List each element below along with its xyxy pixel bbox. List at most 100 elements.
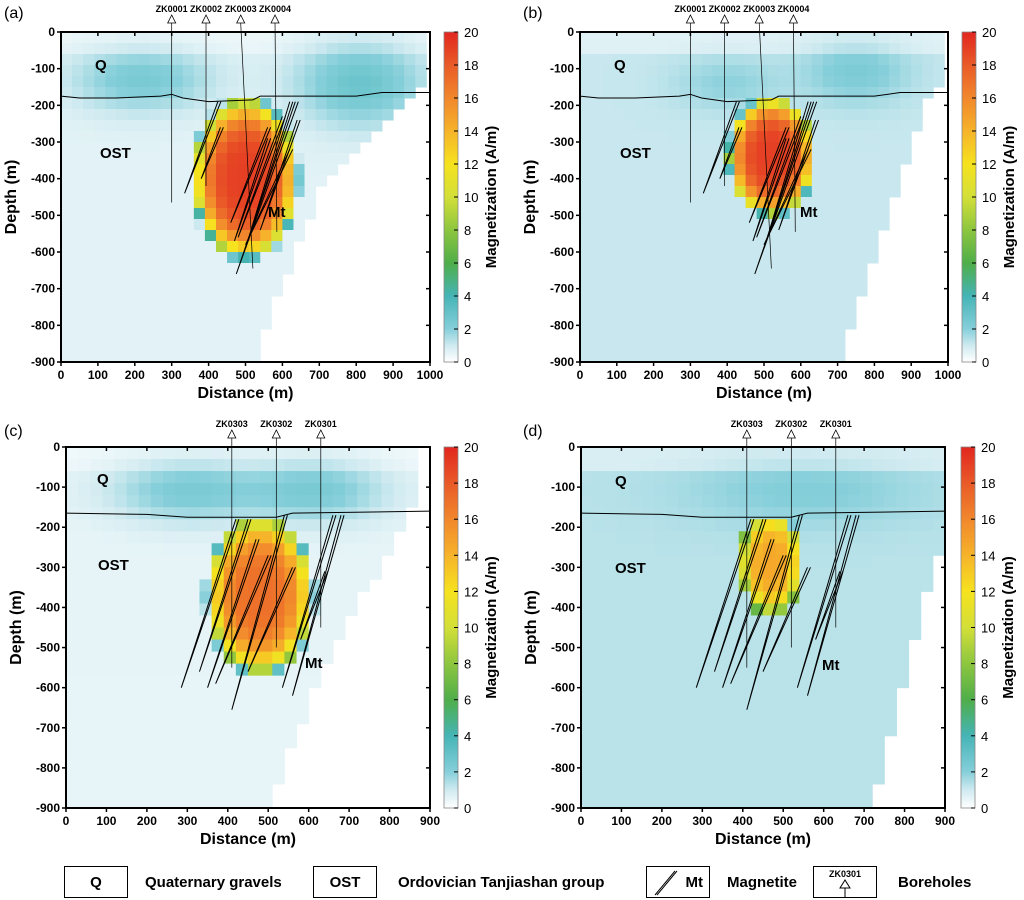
heatmap-cell (908, 495, 922, 508)
heatmap-cell (714, 531, 728, 544)
heatmap-cell (833, 186, 846, 198)
heatmap-cell (734, 340, 747, 352)
heatmap-cell (591, 296, 603, 308)
heatmap-cell (745, 241, 758, 253)
heatmap-cell (114, 459, 128, 472)
magnetite-lens (235, 101, 299, 275)
heatmap-cell (602, 43, 614, 55)
heatmap-cell (789, 32, 802, 44)
heatmap-cell (359, 87, 372, 99)
heatmap-cell (745, 219, 758, 231)
heatmap-cell (822, 230, 835, 242)
heatmap-cell (160, 230, 173, 242)
heatmap-cell (745, 230, 758, 242)
heatmap-cell (215, 164, 228, 176)
heatmap-cell (702, 675, 715, 689)
heatmap-cell (238, 142, 250, 154)
heatmap-cell (745, 307, 758, 319)
heatmap-cell (150, 723, 164, 737)
heatmap-cell (393, 471, 407, 484)
heatmap-cell (734, 351, 747, 363)
heatmap-cell (83, 54, 95, 66)
heatmap-cell (66, 687, 79, 701)
heatmap-cell (393, 447, 407, 460)
heatmap-cell (163, 543, 176, 556)
heatmap-cell (116, 252, 128, 264)
heatmap-cell (690, 603, 703, 616)
heatmap-cell (679, 230, 691, 242)
heatmap-cell (78, 783, 91, 797)
heatmap-cell (72, 307, 84, 319)
heatmap-cell (326, 54, 339, 66)
heatmap-cell (215, 142, 228, 154)
heatmap-cell (284, 495, 298, 508)
heatmap-cell (337, 120, 350, 132)
heatmap-cell (745, 120, 758, 132)
heatmap-cell (381, 471, 395, 484)
heatmap-cell (690, 507, 703, 520)
heatmap-cell (320, 603, 334, 616)
heatmap-cell (66, 603, 79, 616)
heatmap-cell (835, 675, 849, 689)
heatmap-cell (624, 153, 636, 165)
x-tick-label: 900 (383, 368, 403, 382)
heatmap-cell (404, 76, 416, 88)
heatmap-cell (83, 142, 95, 154)
magnetite-lens (695, 519, 755, 688)
heatmap-cell (714, 663, 728, 677)
heatmap-cell (127, 54, 139, 66)
heatmap-cell (657, 263, 669, 275)
heatmap-cell (847, 711, 861, 725)
heatmap-cell (357, 471, 370, 484)
heatmap-cell (738, 687, 752, 701)
heatmap-cell (789, 318, 802, 330)
heatmap-cell (282, 32, 294, 44)
colorbar-tick-label: 10 (464, 190, 478, 205)
heatmap-cell (712, 252, 725, 264)
heatmap-cell (138, 340, 151, 352)
heatmap-cell (872, 555, 885, 568)
heatmap-cell (215, 252, 228, 264)
borehole-label: ZK0302 (260, 419, 292, 429)
y-tick-label: -400 (550, 172, 574, 186)
heatmap-cell (72, 318, 84, 330)
heatmap-cell (896, 507, 910, 520)
heatmap-cell (679, 43, 691, 55)
heatmap-cell (922, 32, 934, 44)
heatmap-cell (778, 219, 791, 231)
heatmap-cell (326, 164, 339, 176)
heatmap-cell (738, 459, 752, 472)
heatmap-cell (175, 579, 188, 592)
heatmap-cell (105, 252, 117, 264)
heatmap-cell (787, 723, 800, 737)
heatmap-cell (160, 87, 173, 99)
heatmap-cell (227, 164, 239, 176)
heatmap-cell (844, 274, 857, 286)
heatmap-cell (126, 663, 140, 677)
heatmap-cell (199, 711, 213, 725)
heatmap-cell (160, 351, 173, 363)
heatmap-cell (187, 471, 200, 484)
heatmap-cell (138, 651, 152, 665)
heatmap-cell (811, 519, 825, 532)
heatmap-cell (811, 735, 825, 749)
heatmap-cell (701, 131, 713, 143)
unit-label-mt: Mt (800, 204, 818, 221)
heatmap-cell (763, 675, 776, 689)
heatmap-cell (911, 76, 923, 88)
heatmap-cell (811, 471, 825, 484)
heatmap-cell (690, 164, 702, 176)
heatmap-cell (72, 164, 84, 176)
heatmap-cell (171, 230, 184, 242)
heatmap-cell (767, 76, 780, 88)
heatmap-cell (138, 639, 152, 653)
heatmap-cell (811, 186, 824, 198)
heatmap-cell (171, 76, 184, 88)
heatmap-cell (61, 285, 73, 297)
heatmap-cell (304, 208, 317, 220)
heatmap-cell (657, 351, 669, 363)
heatmap-cell (787, 699, 800, 713)
heatmap-cell (624, 351, 636, 363)
